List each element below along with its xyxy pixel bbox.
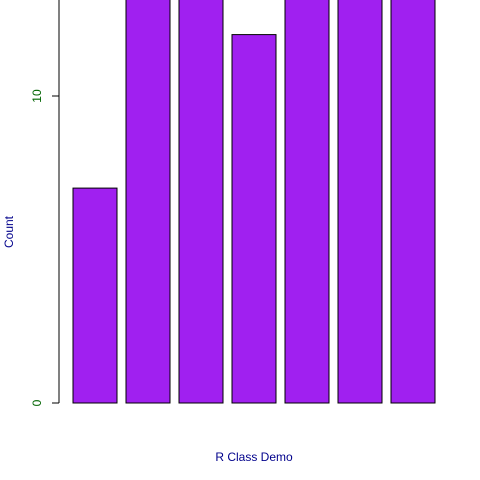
y-tick-label: 10 xyxy=(30,89,44,103)
bar-2 xyxy=(125,0,171,404)
y-axis-title: Count xyxy=(2,215,16,248)
bar-6 xyxy=(337,0,383,404)
y-axis: 01020304050 xyxy=(30,0,60,406)
bar-group xyxy=(72,0,436,404)
bar-3 xyxy=(178,0,224,404)
y-tick-label: 0 xyxy=(30,399,44,406)
bar-4 xyxy=(231,34,277,404)
bar-1 xyxy=(72,187,118,404)
x-axis-title: R Class Demo xyxy=(215,450,293,464)
bar-5 xyxy=(284,0,330,404)
bar-7 xyxy=(390,0,436,404)
